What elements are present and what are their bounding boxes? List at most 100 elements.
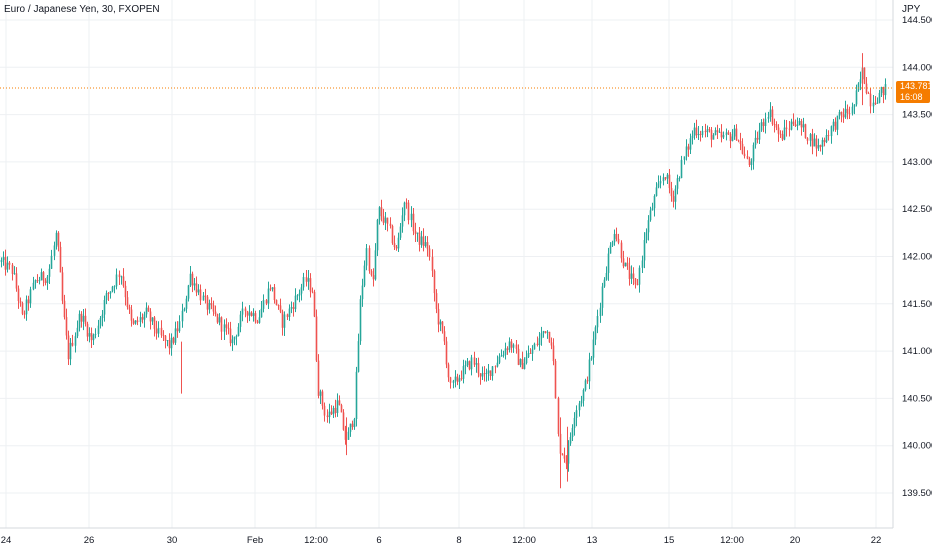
- candle-body: [727, 132, 730, 135]
- candle-body: [491, 366, 494, 377]
- candle-body: [817, 145, 820, 149]
- candle-body: [666, 174, 669, 179]
- candle-body: [477, 363, 480, 374]
- candle-body: [584, 380, 587, 390]
- candle-body: [279, 305, 282, 312]
- candle-body: [130, 309, 133, 321]
- candle-body: [470, 357, 473, 370]
- candle-body: [525, 357, 528, 364]
- x-tick-label: 13: [587, 535, 598, 546]
- candle-body: [410, 213, 413, 221]
- candle-body: [645, 232, 648, 241]
- candle-body: [716, 130, 719, 132]
- candle-body: [225, 324, 228, 328]
- candle-body: [391, 225, 394, 244]
- x-tick-label: 22: [871, 535, 882, 546]
- candle-body: [863, 67, 866, 84]
- candle-body: [672, 196, 675, 202]
- candle-body: [504, 348, 507, 355]
- candle-body: [326, 415, 329, 418]
- candle-body: [554, 361, 557, 399]
- candle-body: [456, 376, 459, 382]
- candle-body: [685, 146, 688, 157]
- candle-body: [151, 317, 154, 322]
- candle-body: [439, 321, 442, 325]
- candle-body: [720, 131, 723, 138]
- candle-body: [235, 335, 238, 337]
- candle-body: [302, 277, 305, 288]
- candle-body: [351, 423, 354, 428]
- candle-body: [86, 323, 89, 337]
- y-tick-label: 140.000: [902, 441, 932, 452]
- candle-body: [582, 389, 585, 401]
- candle-body: [848, 113, 851, 114]
- candle-body: [693, 127, 696, 136]
- candle-body: [680, 159, 683, 179]
- candle-body: [517, 348, 520, 365]
- candle-body: [384, 217, 387, 223]
- candle-body: [32, 282, 35, 290]
- candle-body: [380, 207, 383, 217]
- candle-body: [424, 242, 427, 246]
- candle-body: [617, 238, 620, 243]
- candle-body: [731, 136, 734, 142]
- candle-body: [857, 83, 860, 91]
- candle-body: [172, 337, 175, 343]
- candle-body: [134, 320, 137, 324]
- candle-body: [664, 177, 667, 179]
- candle-body: [657, 183, 660, 188]
- candle-body: [653, 195, 656, 209]
- candle-body: [29, 289, 32, 304]
- time-axis: 24 26 30 Feb 12:00 6 8 12:00 13 15 12:00 20 22: [0, 527, 893, 546]
- candle-body: [67, 335, 70, 360]
- candle-body: [405, 202, 408, 204]
- candle-body: [607, 253, 610, 274]
- candle-body: [758, 130, 761, 140]
- candle-body: [412, 213, 415, 232]
- y-tick-label: 142.000: [902, 252, 932, 263]
- candle-body: [191, 273, 194, 286]
- candle-body: [670, 188, 673, 197]
- candle-body: [662, 177, 665, 182]
- candle-body: [21, 303, 24, 314]
- candle-body: [821, 139, 824, 147]
- candle-body: [300, 287, 303, 294]
- x-tick-label: 8: [456, 535, 461, 546]
- candle-body: [277, 305, 280, 306]
- candle-body: [783, 127, 786, 140]
- candle-body: [109, 291, 112, 294]
- candle-body: [729, 134, 732, 142]
- candle-body: [386, 217, 389, 224]
- candle-body: [712, 135, 715, 140]
- candle-body: [435, 293, 438, 309]
- candle-body: [290, 307, 293, 309]
- y-tick-label: 143.500: [902, 110, 932, 121]
- candle-body: [231, 339, 234, 344]
- candle-body: [458, 378, 461, 382]
- chart-grid: [0, 0, 893, 528]
- y-tick-label: 139.500: [902, 488, 932, 499]
- candle-body: [697, 134, 700, 136]
- candle-body: [46, 276, 49, 284]
- candle-body: [143, 314, 146, 320]
- candle-body: [611, 242, 614, 246]
- candle-body: [846, 108, 849, 114]
- candle-body: [771, 109, 774, 125]
- candle-body: [286, 314, 289, 317]
- candle-body: [851, 106, 854, 114]
- last-price-value: 143.781: [900, 81, 932, 91]
- candle-body: [704, 130, 707, 133]
- candle-body: [806, 138, 809, 141]
- candle-body: [183, 308, 186, 311]
- candle-body: [798, 121, 801, 126]
- x-tick-label: 12:00: [304, 535, 328, 546]
- candle-body: [725, 132, 728, 136]
- candle-body: [288, 308, 291, 317]
- price-axis: 139.500 140.000 140.500 141.000 141.500 142.0…: [892, 0, 932, 528]
- candle-body: [428, 248, 431, 257]
- candle-body: [214, 311, 217, 314]
- candle-body: [227, 327, 230, 329]
- candle-body: [389, 223, 392, 226]
- candle-body: [832, 121, 835, 127]
